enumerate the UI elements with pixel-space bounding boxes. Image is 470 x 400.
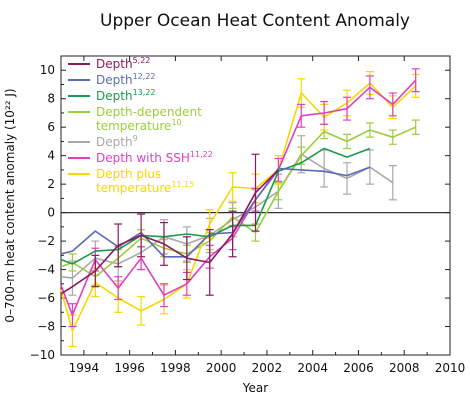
y-tick-label: −6 xyxy=(37,291,55,305)
x-axis-label: Year xyxy=(242,381,268,395)
legend-label: Depth plus xyxy=(96,167,161,181)
x-tick-label: 1998 xyxy=(160,361,191,375)
legend-label: temperature11,15 xyxy=(96,180,194,195)
y-axis-label: 0–700-m heat content anomaly (10²² J) xyxy=(3,88,17,322)
y-tick-label: 0 xyxy=(47,206,55,220)
plot-area: −10 −8 −6 −4 −2 0 2 4 6 8 10 1994 1996 1998 2000 2002 20… xyxy=(30,55,466,375)
legend-label: Depth with SSH11,22 xyxy=(96,150,213,165)
x-tick-label: 2010 xyxy=(435,361,466,375)
y-tick-label: −8 xyxy=(37,320,55,334)
x-tick-label: 2006 xyxy=(343,361,374,375)
x-tick-label: 2004 xyxy=(297,361,328,375)
y-tick-label: −10 xyxy=(30,348,55,362)
x-tick-label: 1994 xyxy=(69,361,100,375)
y-tick-label: 10 xyxy=(40,63,55,77)
x-tick-label: 1996 xyxy=(114,361,145,375)
legend-label: temperature10 xyxy=(96,118,182,133)
y-tick-label: 8 xyxy=(47,92,55,106)
x-tick-label: 2008 xyxy=(389,361,420,375)
x-tick-label: 2000 xyxy=(206,361,237,375)
legend-label: Depth9 xyxy=(96,134,138,149)
legend-label: Depth-dependent xyxy=(96,105,202,119)
series-3-line xyxy=(60,126,417,278)
legend-label: Depth12,22 xyxy=(96,72,155,87)
legend-label: Depth13,22 xyxy=(96,88,155,103)
y-tick-label: 2 xyxy=(47,177,55,191)
y-tick-label: 4 xyxy=(47,149,55,163)
legend-label: Depth5,22 xyxy=(96,56,150,71)
chart-title: Upper Ocean Heat Content Anomaly xyxy=(100,11,410,31)
y-tick-label: −2 xyxy=(37,234,55,248)
y-tick-label: −4 xyxy=(37,263,55,277)
plot-frame xyxy=(60,55,451,356)
x-tick-label: 2002 xyxy=(252,361,283,375)
y-tick-label: 6 xyxy=(47,120,55,134)
